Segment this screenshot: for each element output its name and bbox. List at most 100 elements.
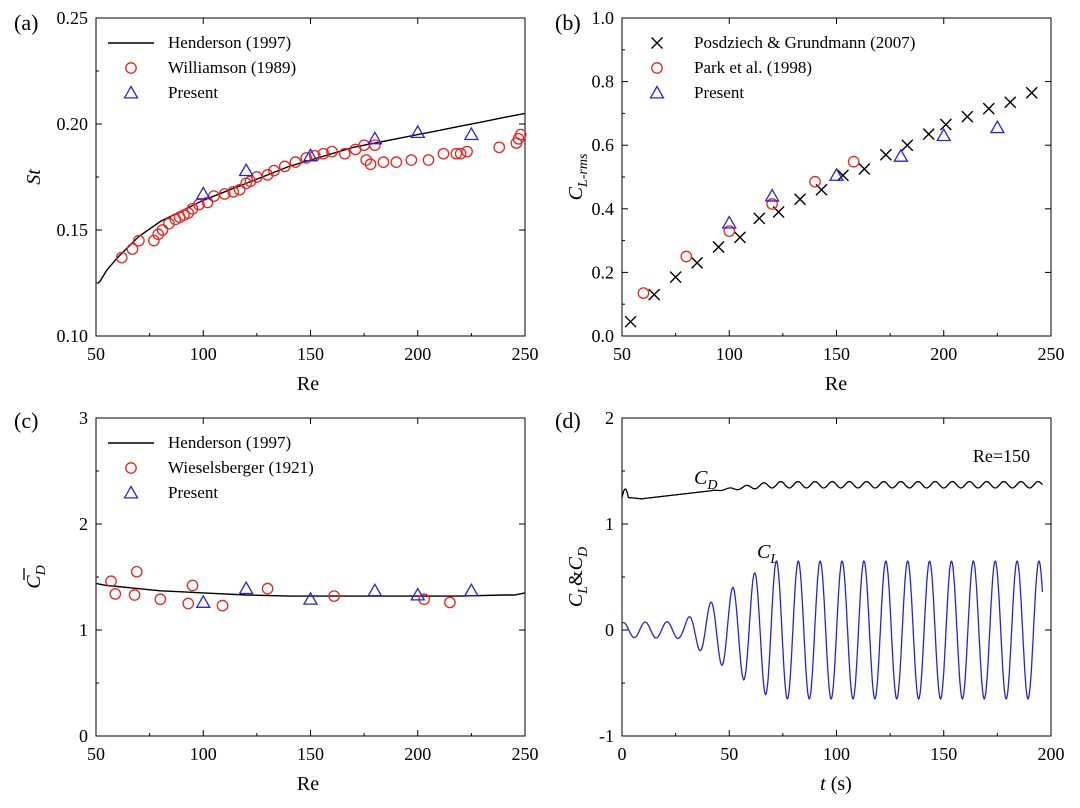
panel-d-cd-label: CD [694, 467, 717, 493]
panel-b-label: (b) [555, 10, 581, 35]
y-tick-label: 0.25 [57, 8, 89, 28]
panel-b-clrms-vs-re: (b) Re CL-rms 50 100 150 200 250 0.0 0.2 0.4 0.6… [555, 8, 1065, 395]
panel-b-frame [621, 17, 1052, 337]
data-point [437, 147, 450, 160]
panel-d-xlabel-unit: (s) [826, 773, 852, 795]
data-point [133, 234, 145, 247]
data-point [289, 156, 302, 169]
panel-d-cl-label: CL [757, 541, 778, 567]
panel-d-ylabel-cl-sub: L [576, 586, 591, 595]
data-point [182, 597, 195, 610]
panel-b-xlabel: Re [825, 373, 847, 395]
data-point [828, 167, 845, 181]
x-tick-label: 0 [618, 744, 627, 764]
y-tick-label: 0.2 [592, 262, 615, 282]
x-tick-label: 250 [512, 344, 539, 364]
data-point [936, 127, 952, 142]
data-point [238, 580, 254, 595]
data-point [794, 193, 807, 206]
data-point [300, 152, 313, 164]
data-point [195, 594, 211, 608]
x-tick-label: 100 [823, 744, 850, 764]
panel-a-label: (a) [14, 10, 38, 35]
legend-label: Williamson (1989) [168, 58, 296, 77]
data-point [368, 139, 381, 152]
panel-c-legend: Henderson (1997) Wieselsberger (1921) Pres… [108, 433, 314, 502]
data-point [233, 183, 246, 196]
data-point [858, 163, 871, 176]
panel-a-legend: Henderson (1997) Williamson (1989) Present [108, 33, 296, 102]
data-point [648, 288, 661, 301]
x-tick-label: 100 [190, 744, 217, 764]
panel-d-ylabel-amp: & [565, 570, 587, 586]
x-tick-label: 200 [1038, 744, 1065, 764]
data-point [326, 145, 338, 158]
data-point [733, 231, 746, 244]
x-tick-label: 200 [404, 344, 431, 364]
data-point [444, 596, 456, 609]
data-point [450, 147, 463, 160]
data-point [360, 154, 373, 166]
y-tick-label: 0.6 [592, 135, 615, 155]
y-tick-label: 2 [605, 408, 614, 428]
data-point [154, 593, 167, 606]
y-tick-label: 0.20 [57, 114, 89, 134]
data-point [1025, 86, 1038, 99]
data-point [463, 126, 479, 141]
x-tick-label: 150 [930, 744, 957, 764]
panel-b-ylabel: CL-rms [565, 153, 591, 200]
x-tick-label: 150 [297, 744, 324, 764]
data-point [328, 590, 340, 602]
data-point [390, 156, 403, 169]
x-tick-label: 50 [87, 744, 105, 764]
y-tick-label: 2 [79, 514, 88, 534]
legend-marker [123, 85, 139, 99]
data-point [463, 582, 479, 597]
data-point [766, 198, 779, 210]
panel-d-annotation: Re=150 [973, 446, 1030, 466]
data-point [989, 119, 1005, 134]
panel-a-ylabel: St [23, 169, 45, 185]
data-point [201, 196, 214, 209]
data-point [961, 110, 974, 123]
panel-d-label: (d) [555, 408, 581, 433]
data-point [847, 155, 860, 168]
data-point [109, 588, 122, 600]
data-point [115, 251, 128, 264]
x-tick-label: 50 [720, 744, 738, 764]
x-tick-label: 100 [190, 344, 217, 364]
data-point [105, 575, 117, 588]
data-point [680, 250, 693, 263]
data-point [186, 579, 199, 592]
data-point [128, 589, 141, 601]
data-point [377, 156, 390, 169]
y-tick-label: -1 [599, 726, 614, 746]
data-point [182, 207, 195, 219]
panel-c-xlabel: Re [297, 773, 319, 795]
panel-d-ylabel-cd-sub: D [576, 547, 591, 558]
y-tick-label: 0.0 [592, 326, 615, 346]
y-tick-label: 0 [79, 726, 88, 746]
data-point [152, 228, 165, 241]
panel-c-ylabel-main: C [23, 575, 45, 589]
data-point [227, 185, 240, 198]
data-point [410, 587, 426, 601]
data-point [461, 145, 473, 158]
data-point [901, 139, 914, 152]
data-point [410, 124, 426, 139]
data-point [268, 164, 280, 177]
data-point [624, 315, 637, 328]
legend-marker [649, 85, 665, 99]
data-point [405, 154, 418, 166]
data-point [836, 169, 849, 182]
series-cd-line [621, 480, 1043, 500]
data-point [130, 565, 143, 578]
data-point [879, 148, 892, 161]
data-point [922, 128, 935, 141]
x-tick-label: 250 [512, 744, 539, 764]
panel-b-ylabel-sub: L-rms [576, 153, 591, 188]
data-point [148, 234, 160, 247]
data-point [126, 243, 139, 255]
data-point [454, 147, 467, 160]
x-tick-label: 50 [87, 344, 105, 364]
